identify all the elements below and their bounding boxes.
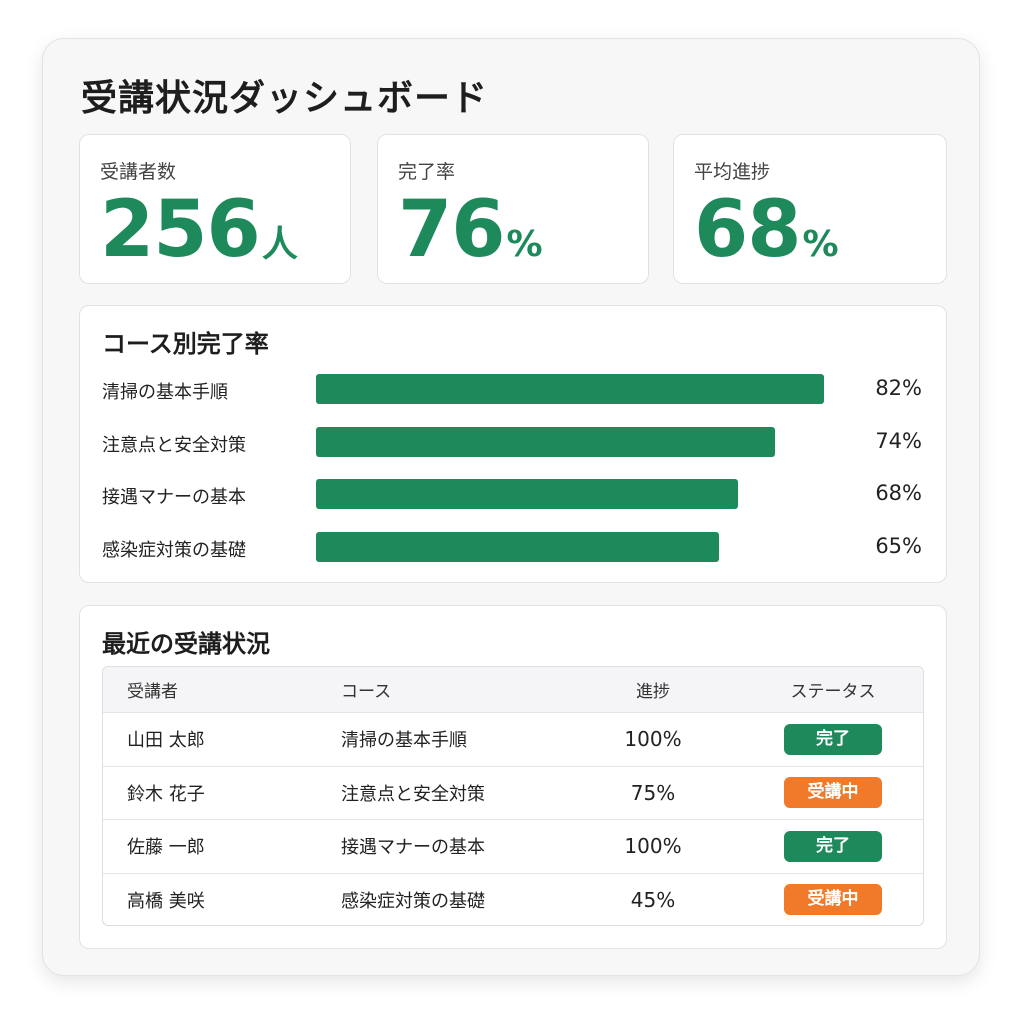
dashboard-panel: 受講状況ダッシュボード 受講者数 256人 完了率 76% 平均進捗 68% コ… [42,38,980,976]
bar [316,374,825,404]
bar [316,531,719,562]
bar-label: 注意点と安全対策 [102,434,246,456]
progress-value: 75% [630,780,676,805]
table-row[interactable]: 高橋 美咲 感染症対策の基礎 45% 受講中 [103,872,923,926]
bar [316,426,775,457]
kpi-label: 完了率 [398,161,456,183]
table-row[interactable]: 佐藤 一郎 接遇マナーの基本 100% 完了 [103,819,923,872]
course-completion-chart: コース別完了率 清掃の基本手順 82% 注意点と安全対策 74% 接遇マナーの基本 68%… [79,305,947,583]
progress-value: 100% [624,834,682,858]
kpi-unit: 人 [261,224,298,265]
status-cell: 完了 [763,713,903,765]
bar-value-label: 68% [875,481,922,505]
page-title: 受講状況ダッシュボード [81,78,489,119]
kpi-value: 76% [398,185,543,275]
column-header-course: コース [341,682,392,702]
bar-row: 清掃の基本手順 82% [80,372,946,406]
status-cell: 受講中 [763,767,903,819]
kpi-label: 受講者数 [100,161,177,183]
kpi-label: 平均進捗 [694,161,771,183]
recent-activity-card: 最近の受講状況 受講者 コース 進捗 ステータス 山田 太郎 清掃の基本手順 100… [79,605,947,949]
course-name: 注意点と安全対策 [341,783,485,805]
course-name: 清掃の基本手順 [341,730,467,751]
kpi-number: 256 [100,185,261,275]
course-name: 感染症対策の基礎 [341,890,485,912]
progress-value: 100% [624,727,682,751]
kpi-number: 68 [694,185,802,275]
bar-value-label: 82% [875,376,922,400]
bar-row: 感染症対策の基礎 65% [80,530,946,564]
recent-title: 最近の受講状況 [102,630,270,658]
kpi-value: 68% [694,185,839,275]
bar-track [316,479,936,509]
table-row[interactable]: 山田 太郎 清掃の基本手順 100% 完了 [103,712,923,765]
table-header: 受講者 コース 進捗 ステータス [103,667,923,712]
column-header-learner: 受講者 [127,682,178,702]
progress-value: 45% [630,887,676,912]
kpi-card-completion-rate: 完了率 76% [377,134,649,284]
kpi-unit: % [802,224,839,265]
learner-name: 高橋 美咲 [127,890,205,912]
table-row[interactable]: 鈴木 花子 注意点と安全対策 75% 受講中 [103,765,923,819]
kpi-card-learners: 受講者数 256人 [79,134,351,284]
course-name: 接遇マナーの基本 [341,837,485,858]
chart-title: コース別完了率 [102,330,269,358]
bar [316,479,738,509]
bar-row: 接遇マナーの基本 68% [80,477,946,511]
bar-track [316,531,936,562]
bar-label: 清掃の基本手順 [102,382,228,403]
bar-row: 注意点と安全対策 74% [80,425,946,459]
learner-name: 鈴木 花子 [127,783,205,805]
kpi-number: 76 [398,185,506,275]
recent-table: 受講者 コース 進捗 ステータス 山田 太郎 清掃の基本手順 100% 完了 鈴木 花子… [102,666,924,926]
kpi-value: 256人 [100,185,298,275]
learner-name: 佐藤 一郎 [127,837,205,858]
bar-track [316,426,936,457]
bar-value-label: 74% [875,428,922,453]
bar-track [316,374,936,404]
status-badge: 完了 [784,723,882,755]
status-badge: 完了 [784,830,882,862]
kpi-unit: % [506,224,543,265]
status-badge: 受講中 [784,884,882,915]
bar-value-label: 65% [875,533,922,558]
status-badge: 受講中 [784,777,882,808]
learner-name: 山田 太郎 [127,730,205,751]
status-cell: 完了 [763,820,903,872]
column-header-status: ステータス [790,682,876,702]
column-header-progress: 進捗 [636,682,670,702]
bar-label: 感染症対策の基礎 [102,539,246,561]
kpi-card-average-progress: 平均進捗 68% [673,134,947,284]
bar-label: 接遇マナーの基本 [102,487,246,508]
status-cell: 受講中 [763,874,903,926]
